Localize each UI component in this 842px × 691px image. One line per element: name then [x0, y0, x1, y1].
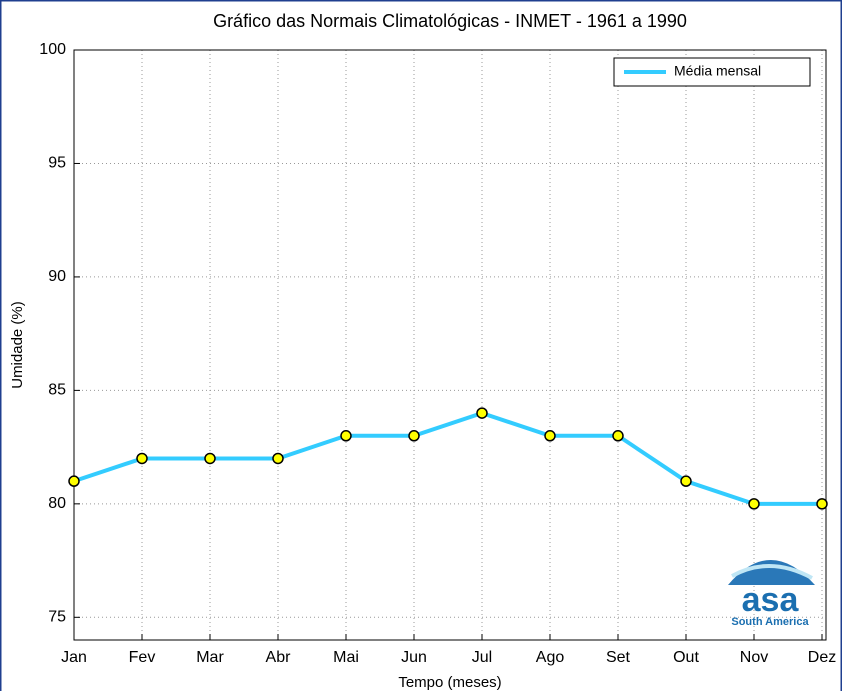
plot-border — [73, 49, 827, 641]
y-tick-label: 80 — [48, 495, 66, 512]
x-tick-label: Mai — [333, 649, 359, 666]
marker — [680, 475, 692, 487]
marker — [272, 452, 284, 465]
logo-shape — [728, 560, 815, 585]
x-tick-label: Out — [673, 649, 699, 666]
marker — [136, 452, 148, 465]
y-tick-label: 85 — [48, 382, 66, 399]
y-axis-label: Umidade (%) — [9, 301, 26, 389]
x-tick-label: Jan — [61, 649, 87, 666]
x-tick-label: Nov — [740, 649, 768, 666]
x-tick-label: Mar — [196, 649, 224, 666]
x-tick-label: Abr — [266, 649, 292, 666]
marker — [816, 498, 828, 510]
logo-text: asa — [742, 581, 800, 619]
line — [73, 410, 822, 506]
x-tick-label: Jul — [472, 649, 492, 666]
logo-subtext: South America — [731, 616, 809, 628]
x-tick-label: Fev — [129, 649, 156, 666]
legend-label: Média mensal — [674, 63, 761, 79]
x-tick-label: Ago — [536, 649, 565, 666]
marker — [68, 475, 80, 487]
marker — [544, 430, 556, 442]
x-tick-label: Dez — [808, 649, 836, 666]
x-tick-label: Set — [606, 649, 631, 666]
marker — [408, 430, 420, 442]
x-tick-label: Jun — [401, 649, 427, 666]
marker — [204, 452, 216, 465]
logo-wave — [731, 564, 813, 580]
x-axis-label: Tempo (meses) — [398, 674, 501, 691]
y-tick-label: 100 — [39, 41, 66, 58]
marker — [340, 430, 352, 442]
marker — [748, 498, 760, 510]
plot-area — [74, 50, 826, 640]
marker — [476, 407, 488, 419]
y-tick-label: 95 — [48, 155, 66, 172]
chart-title: Gráfico das Normais Climatológicas - INM… — [213, 11, 687, 31]
y-tick-label: 90 — [48, 268, 66, 285]
logo: asa South America — [728, 560, 815, 628]
y-tick-label: 75 — [48, 609, 66, 626]
marker — [612, 430, 624, 442]
